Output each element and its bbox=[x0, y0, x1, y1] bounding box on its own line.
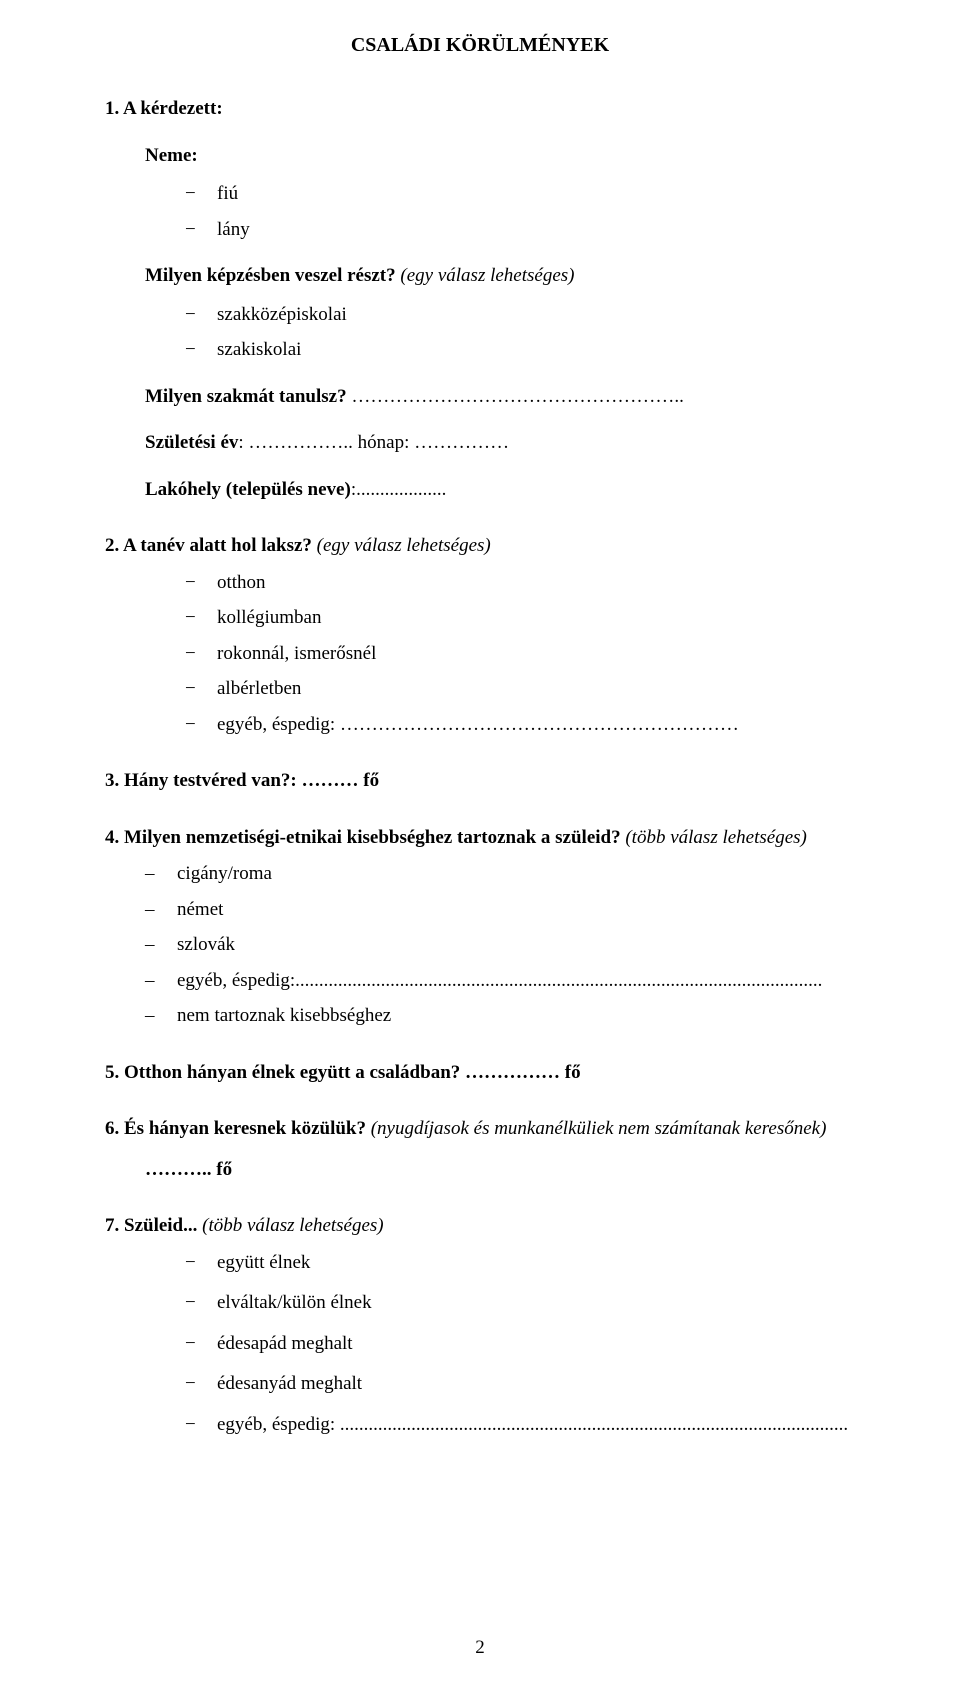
q2-options: otthon kollégiumban rokonnál, ismerősnél… bbox=[185, 569, 855, 740]
list-item[interactable]: cigány/roma bbox=[145, 860, 855, 889]
q1-szuletes-blank[interactable]: : …………….. hónap: …………… bbox=[238, 432, 509, 453]
list-item[interactable]: szlovák bbox=[145, 931, 855, 960]
list-item[interactable]: édesapád meghalt bbox=[185, 1330, 855, 1359]
question-2: 2. A tanév alatt hol laksz? (egy válasz … bbox=[105, 532, 855, 739]
q1-lakohely-blank[interactable]: :................... bbox=[351, 479, 447, 500]
list-item[interactable]: édesanyád meghalt bbox=[185, 1370, 855, 1399]
list-item[interactable]: lány bbox=[185, 216, 855, 245]
q7-header: 7. Szüleid... (több válasz lehetséges) bbox=[105, 1212, 855, 1241]
question-6: 6. És hányan keresnek közülük? (nyugdíja… bbox=[105, 1115, 855, 1184]
q4-header-text: 4. Milyen nemzetiségi-etnikai kisebbségh… bbox=[105, 827, 621, 848]
list-item[interactable]: nem tartoznak kisebbséghez bbox=[145, 1002, 855, 1031]
question-5: 5. Otthon hányan élnek együtt a családba… bbox=[105, 1059, 855, 1088]
list-item[interactable]: albérletben bbox=[185, 675, 855, 704]
q1-neme-label: Neme: bbox=[145, 142, 855, 171]
list-item[interactable]: elváltak/külön élnek bbox=[185, 1289, 855, 1318]
q4-header: 4. Milyen nemzetiségi-etnikai kisebbségh… bbox=[105, 824, 855, 853]
q1-szakma: Milyen szakmát tanulsz? …………………………………………… bbox=[145, 383, 855, 412]
q1-lakohely: Lakóhely (település neve):..............… bbox=[145, 476, 855, 505]
q4-options: cigány/roma német szlovák egyéb, éspedig… bbox=[145, 860, 855, 1031]
q2-note: (egy válasz lehetséges) bbox=[312, 535, 491, 556]
page-number: 2 bbox=[475, 1634, 485, 1663]
q7-header-text: 7. Szüleid... bbox=[105, 1215, 197, 1236]
q4-note: (több válasz lehetséges) bbox=[621, 827, 807, 848]
list-item[interactable]: egyéb, éspedig: ……………………………………………………… bbox=[185, 711, 855, 740]
q7-note: (több válasz lehetséges) bbox=[197, 1215, 383, 1236]
q1-lakohely-label: Lakóhely (település neve) bbox=[145, 479, 351, 500]
q1-szuletes: Születési év: …………….. hónap: …………… bbox=[145, 429, 855, 458]
page-title: CSALÁDI KÖRÜLMÉNYEK bbox=[105, 30, 855, 60]
list-item[interactable]: egyéb, éspedig:.........................… bbox=[145, 967, 855, 996]
list-item[interactable]: szakiskolai bbox=[185, 336, 855, 365]
q1-kepzes-options: szakközépiskolai szakiskolai bbox=[185, 301, 855, 365]
q1-szakma-blank[interactable]: …………………………………………….. bbox=[347, 386, 684, 407]
q1-szakma-label: Milyen szakmát tanulsz? bbox=[145, 386, 347, 407]
q5-header: 5. Otthon hányan élnek együtt a családba… bbox=[105, 1059, 855, 1088]
list-item[interactable]: szakközépiskolai bbox=[185, 301, 855, 330]
list-item[interactable]: rokonnál, ismerősnél bbox=[185, 640, 855, 669]
q1-kepzes-note: (egy válasz lehetséges) bbox=[396, 265, 575, 286]
q6-answer[interactable]: ……….. fő bbox=[145, 1156, 855, 1185]
list-item[interactable]: kollégiumban bbox=[185, 604, 855, 633]
title-text: CSALÁDI KÖRÜLMÉNYEK bbox=[351, 34, 609, 56]
q1-header: 1. A kérdezett: bbox=[105, 95, 855, 124]
q1-szuletes-label: Születési év bbox=[145, 432, 238, 453]
q2-header-text: 2. A tanév alatt hol laksz? bbox=[105, 535, 312, 556]
question-1: 1. A kérdezett: Neme: fiú lány Milyen ké… bbox=[105, 95, 855, 504]
list-item[interactable]: egyéb, éspedig: ........................… bbox=[185, 1411, 855, 1440]
list-item[interactable]: együtt élnek bbox=[185, 1249, 855, 1278]
q1-neme-options: fiú lány bbox=[185, 180, 855, 244]
question-7: 7. Szüleid... (több válasz lehetséges) e… bbox=[105, 1212, 855, 1439]
list-item[interactable]: fiú bbox=[185, 180, 855, 209]
q1-kepzes-text: Milyen képzésben veszel részt? bbox=[145, 265, 396, 286]
q7-options: együtt élnek elváltak/külön élnek édesap… bbox=[185, 1249, 855, 1440]
q1-kepzes-label: Milyen képzésben veszel részt? (egy vála… bbox=[145, 262, 855, 291]
question-3: 3. Hány testvéred van?: ……… fő bbox=[105, 767, 855, 796]
q3-header: 3. Hány testvéred van?: ……… fő bbox=[105, 767, 855, 796]
q2-header: 2. A tanév alatt hol laksz? (egy válasz … bbox=[105, 532, 855, 561]
q6-header: 6. És hányan keresnek közülük? (nyugdíja… bbox=[105, 1115, 855, 1144]
list-item[interactable]: otthon bbox=[185, 569, 855, 598]
list-item[interactable]: német bbox=[145, 896, 855, 925]
q6-header-text: 6. És hányan keresnek közülük? bbox=[105, 1118, 366, 1139]
question-4: 4. Milyen nemzetiségi-etnikai kisebbségh… bbox=[105, 824, 855, 1031]
q6-note: (nyugdíjasok és munkanélküliek nem számí… bbox=[366, 1118, 826, 1139]
